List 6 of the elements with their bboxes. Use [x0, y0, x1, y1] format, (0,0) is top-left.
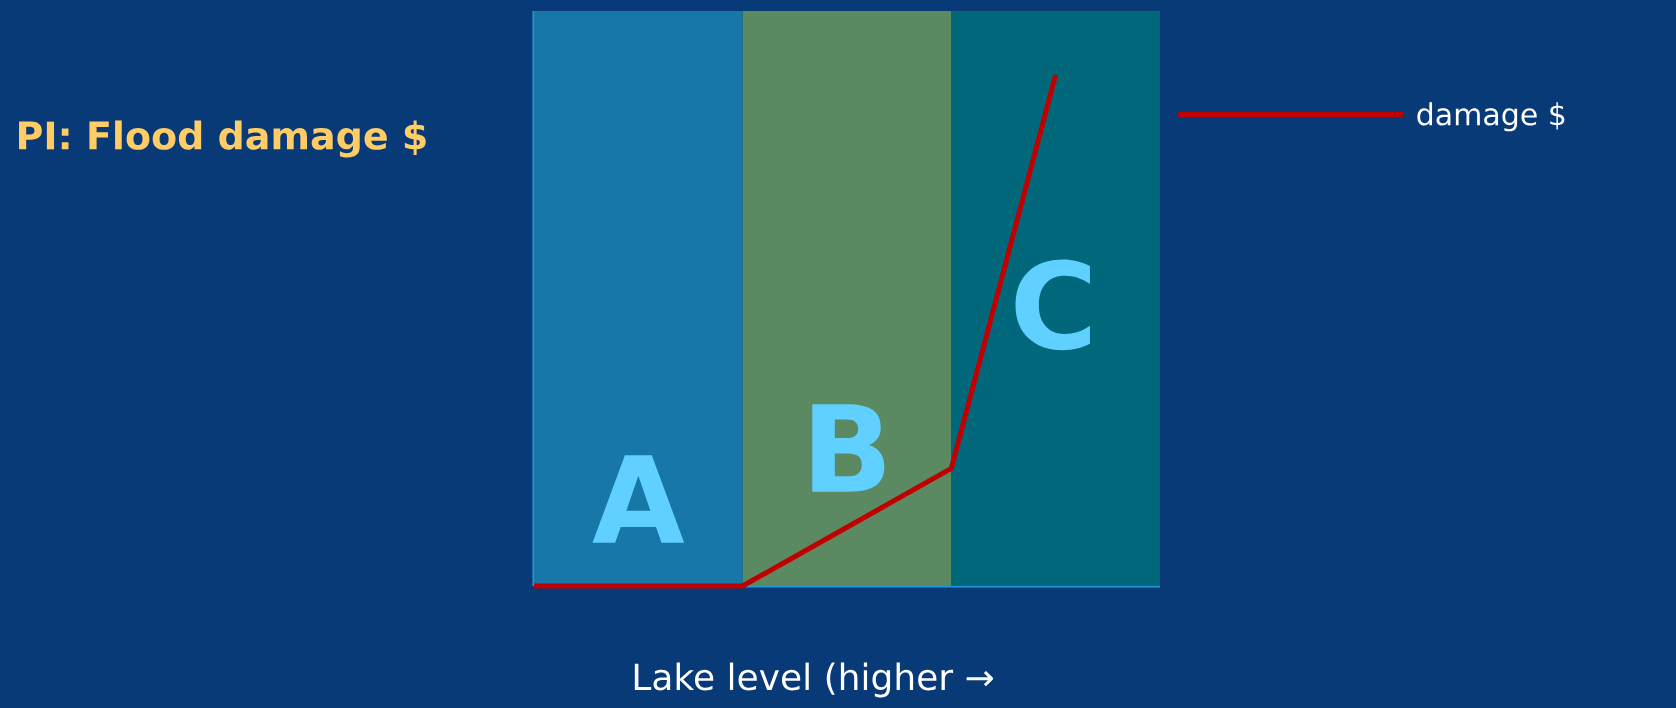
x-axis-title: Lake level (higher →: [634, 662, 993, 698]
text: PI: Flood damage $: [19, 120, 426, 158]
annotation: A: [592, 455, 685, 543]
annotation: B: [812, 404, 885, 492]
text: damage $: [1417, 102, 1565, 132]
annotation: C: [1015, 259, 1090, 351]
